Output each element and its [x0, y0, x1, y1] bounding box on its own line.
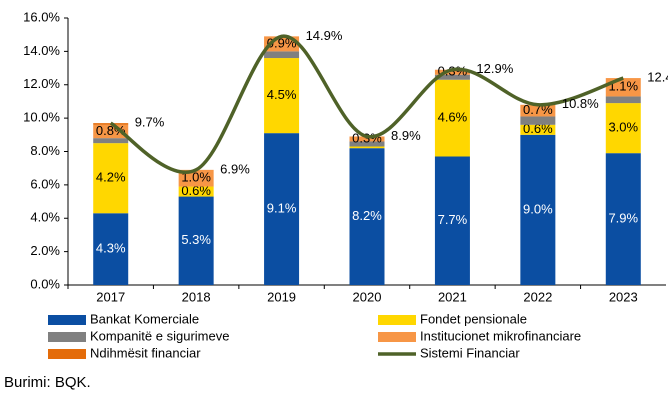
bar-segment: [605, 103, 641, 154]
bar-segment: [520, 134, 556, 285]
legend-swatch: [378, 332, 416, 342]
bar-segment: [93, 138, 129, 144]
data-label: 4.5%: [267, 87, 297, 102]
bar-segment: [178, 169, 214, 187]
bar-segment: [349, 148, 385, 285]
legend-label: Kompanitë e sigurimeve: [90, 328, 229, 343]
legend-label: Institucionet mikrofinanciare: [420, 328, 581, 343]
x-tick-label: 2021: [438, 289, 467, 304]
bar-segment: [264, 58, 300, 134]
bar-segment: [264, 133, 300, 285]
data-label: 5.3%: [181, 232, 211, 247]
line-label: 10.8%: [562, 96, 599, 111]
bar-segment: [434, 79, 470, 157]
data-label: 8.2%: [352, 208, 382, 223]
bar-segment: [178, 186, 214, 197]
x-tick-label: 2023: [609, 289, 638, 304]
line-label: 12.4%: [647, 70, 668, 85]
y-tick-label: 0.0%: [30, 276, 60, 291]
y-tick-label: 12.0%: [23, 76, 60, 91]
data-label: 4.2%: [96, 170, 126, 185]
data-label: 4.3%: [96, 241, 126, 256]
bar-segment: [434, 74, 470, 80]
legend-label: Bankat Komerciale: [90, 311, 199, 326]
line-label: 14.9%: [306, 28, 343, 43]
y-tick-label: 4.0%: [30, 210, 60, 225]
line-label: 6.9%: [220, 161, 250, 176]
bar-segment: [349, 141, 385, 147]
bar-segment: [520, 116, 556, 125]
x-tick-label: 2020: [353, 289, 382, 304]
bar-segment: [605, 153, 641, 285]
bar-segment: [93, 213, 129, 285]
data-label: 9.1%: [267, 201, 297, 216]
legend-swatch: [378, 315, 416, 325]
data-label: 0.6%: [181, 183, 211, 198]
bar-segment: [349, 146, 385, 149]
bar-segment: [434, 156, 470, 285]
x-tick-label: 2017: [96, 289, 125, 304]
data-label: 9.0%: [523, 201, 553, 216]
bar-segment: [178, 196, 214, 285]
legend-swatch: [48, 315, 86, 325]
line-label: 8.9%: [391, 128, 421, 143]
y-tick-label: 16.0%: [23, 9, 60, 24]
bar-segment: [434, 69, 470, 75]
line-label: 9.7%: [135, 115, 165, 130]
x-tick-label: 2019: [267, 289, 296, 304]
bar-segment: [605, 96, 641, 104]
legend-swatch: [48, 349, 86, 359]
line-label: 12.9%: [476, 61, 513, 76]
x-tick-label: 2018: [182, 289, 211, 304]
y-tick-label: 2.0%: [30, 243, 60, 258]
data-label: 7.7%: [438, 212, 468, 227]
y-tick-label: 8.0%: [30, 143, 60, 158]
bar-segment: [520, 104, 556, 117]
data-label: 0.6%: [523, 121, 553, 136]
bar-segment: [264, 51, 300, 59]
line: [109, 34, 624, 174]
bar-segment: [520, 124, 556, 135]
legend-swatch: [48, 332, 86, 342]
source: Burimi: BQK.: [4, 374, 91, 391]
y-tick-label: 14.0%: [23, 43, 60, 58]
data-label: 3.0%: [608, 120, 638, 135]
y-tick-label: 10.0%: [23, 110, 60, 125]
bar-segment: [93, 143, 129, 214]
data-label: 4.6%: [438, 110, 468, 125]
legend-label: Sistemi Financiar: [420, 345, 520, 360]
data-label: 0.8%: [96, 123, 126, 138]
bar-segment: [349, 136, 385, 142]
legend-label: Ndihmësit financiar: [90, 345, 201, 360]
data-label: 7.9%: [608, 211, 638, 226]
legend-label: Fondet pensionale: [420, 311, 527, 326]
y-tick-label: 6.0%: [30, 176, 60, 191]
x-tick-label: 2022: [523, 289, 552, 304]
